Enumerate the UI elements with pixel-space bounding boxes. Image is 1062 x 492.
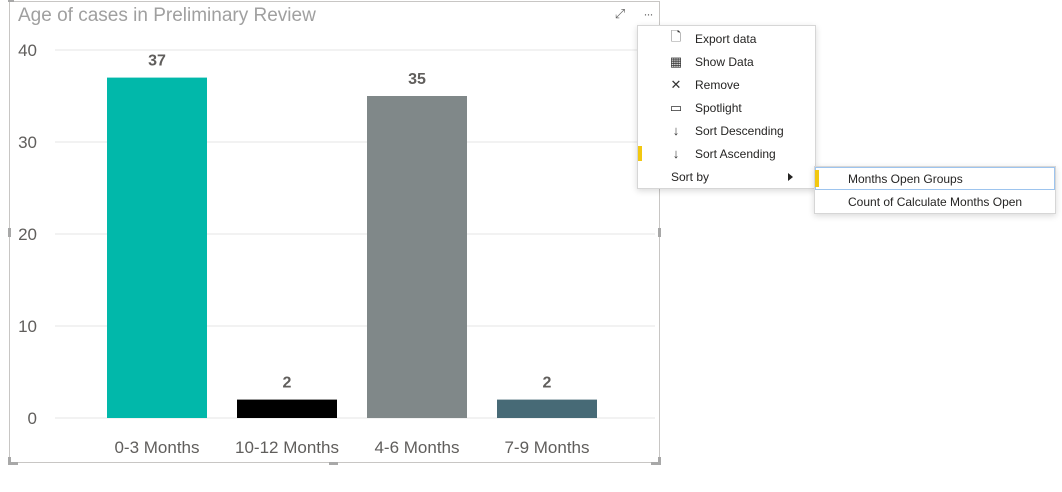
selected-indicator — [815, 170, 819, 187]
submenu-item-label: Months Open Groups — [848, 171, 963, 186]
chart-title: Age of cases in Preliminary Review — [18, 5, 316, 26]
menu-item-label: Sort Ascending — [695, 146, 776, 161]
spotlight-icon: ▭ — [669, 99, 683, 115]
sort-ascending-icon: ↓ — [672, 146, 680, 161]
menu-item-label: Show Data — [695, 54, 754, 69]
y-tick-label: 20 — [18, 225, 37, 244]
y-tick-label: 30 — [18, 133, 37, 152]
x-tick-label: 10-12 Months — [235, 438, 339, 457]
submenu-item-count-of-calculate-months-open[interactable]: Count of Calculate Months Open — [815, 190, 1055, 213]
x-tick-label: 4-6 Months — [374, 438, 459, 457]
y-tick-label: 40 — [18, 41, 37, 60]
y-tick-label: 10 — [18, 317, 37, 336]
menu-item-sort-by[interactable]: Sort by — [638, 165, 815, 188]
menu-item-label: Remove — [695, 77, 740, 92]
resize-handle-bottom-right[interactable] — [658, 457, 661, 465]
bar[interactable] — [367, 96, 467, 418]
bar[interactable] — [107, 77, 207, 418]
more-options-icon[interactable]: ··· — [643, 7, 654, 21]
menu-item-show-data[interactable]: ▦ Show Data — [638, 50, 815, 73]
resize-handle-bottom-left[interactable] — [8, 457, 11, 465]
sort-by-submenu: Months Open Groups Count of Calculate Mon… — [814, 166, 1056, 214]
menu-item-label: Sort by — [671, 169, 710, 184]
menu-item-label: Sort Descending — [695, 123, 784, 138]
data-label: 37 — [148, 53, 166, 70]
x-tick-label: 0-3 Months — [114, 438, 199, 457]
resize-handle-bottom-right-h[interactable] — [651, 462, 661, 465]
data-label: 2 — [543, 375, 552, 392]
resize-handle-top-left[interactable] — [8, 0, 14, 2]
menu-item-sort-ascending[interactable]: ↓ Sort Ascending — [638, 142, 815, 165]
show-data-icon: ▦ — [669, 53, 683, 69]
resize-handle-right-mid[interactable] — [658, 228, 661, 237]
resize-handle-bottom-left-h[interactable] — [8, 462, 18, 465]
data-label: 35 — [408, 71, 426, 88]
x-tick-label: 7-9 Months — [504, 438, 589, 457]
focus-mode-icon[interactable]: ⤢ — [614, 6, 626, 21]
resize-handle-left-mid[interactable] — [8, 228, 11, 237]
selected-indicator — [638, 146, 642, 161]
remove-icon: ✕ — [670, 76, 682, 92]
resize-handle-bottom-mid[interactable] — [329, 462, 338, 465]
bar[interactable] — [237, 399, 337, 418]
submenu-item-label: Count of Calculate Months Open — [848, 194, 1023, 209]
data-label: 2 — [283, 375, 292, 392]
chart-plot-area: 0 10 20 30 40 37 0-3 Months 2 10-12 Months 35 4-6 … — [18, 41, 655, 457]
bar[interactable] — [497, 399, 597, 418]
submenu-item-months-open-groups[interactable]: Months Open Groups — [815, 167, 1055, 190]
y-tick-label: 0 — [28, 409, 37, 428]
menu-item-remove[interactable]: ✕ Remove — [638, 73, 815, 96]
submenu-arrow-icon — [788, 172, 793, 181]
menu-item-label: Spotlight — [695, 100, 742, 115]
sort-descending-icon: ↓ — [672, 123, 680, 138]
export-data-icon: 🗋 — [670, 28, 682, 44]
menu-item-label: Export data — [695, 31, 757, 46]
menu-item-sort-descending[interactable]: ↓ Sort Descending — [638, 119, 815, 142]
menu-item-spotlight[interactable]: ▭ Spotlight — [638, 96, 815, 119]
context-menu: 🗋 Export data ▦ Show Data ✕ Remove ▭ Spotlight ↓… — [637, 25, 816, 189]
menu-item-export-data[interactable]: 🗋 Export data — [638, 27, 815, 50]
